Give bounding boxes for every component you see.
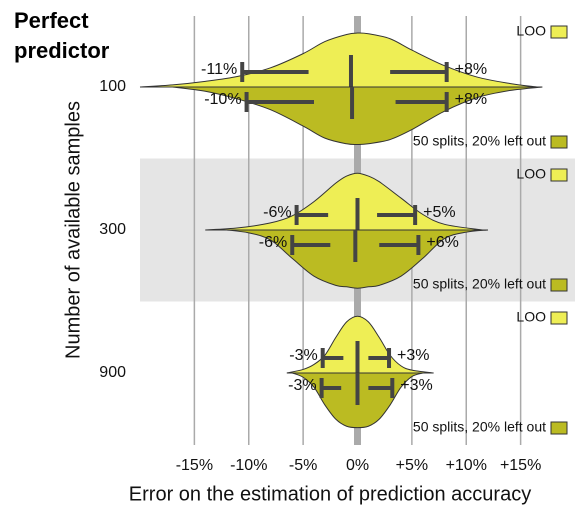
x-axis-label: Error on the estimation of prediction ac… — [129, 483, 531, 505]
range-label-high: +3% — [397, 347, 429, 364]
violin-half — [139, 32, 538, 88]
x-tick-label: 0% — [346, 457, 369, 474]
range-label-low: -6% — [259, 234, 287, 251]
legend-swatch — [550, 311, 568, 325]
range-label-low: -11% — [201, 61, 237, 78]
y-tick-label: 300 — [99, 221, 126, 238]
legend-swatch — [550, 25, 568, 39]
y-tick-label: 100 — [99, 78, 126, 95]
range-label-low: -6% — [263, 204, 291, 221]
legend-swatch — [550, 168, 568, 182]
x-tick-label: -15% — [176, 457, 213, 474]
legend-label: 50 splits, 20% left out — [413, 133, 546, 149]
legend-label: LOO — [516, 166, 546, 182]
legend-label: LOO — [516, 23, 546, 39]
x-tick-label: -5% — [289, 457, 317, 474]
range-label-high: +8% — [455, 91, 487, 108]
range-label-high: +6% — [426, 234, 458, 251]
legend-swatch — [550, 135, 568, 149]
range-label-high: +5% — [423, 204, 455, 221]
x-tick-label: +10% — [446, 457, 487, 474]
chart-title: Perfect predictor — [14, 8, 110, 63]
x-tick-label: -10% — [230, 457, 267, 474]
legend-label: 50 splits, 20% left out — [413, 419, 546, 435]
range-label-high: +8% — [455, 61, 487, 78]
legend-swatch — [550, 421, 568, 435]
legend-label: LOO — [516, 309, 546, 325]
y-axis-label: Number of available samples — [62, 101, 84, 359]
range-label-low: -3% — [289, 347, 317, 364]
y-tick-label: 900 — [99, 364, 126, 381]
range-label-low: -3% — [288, 377, 316, 394]
range-label-high: +3% — [400, 377, 432, 394]
x-tick-label: +5% — [396, 457, 428, 474]
x-tick-label: +15% — [500, 457, 541, 474]
range-label-low: -10% — [204, 91, 241, 108]
legend-label: 50 splits, 20% left out — [413, 276, 546, 292]
legend-swatch — [550, 278, 568, 292]
